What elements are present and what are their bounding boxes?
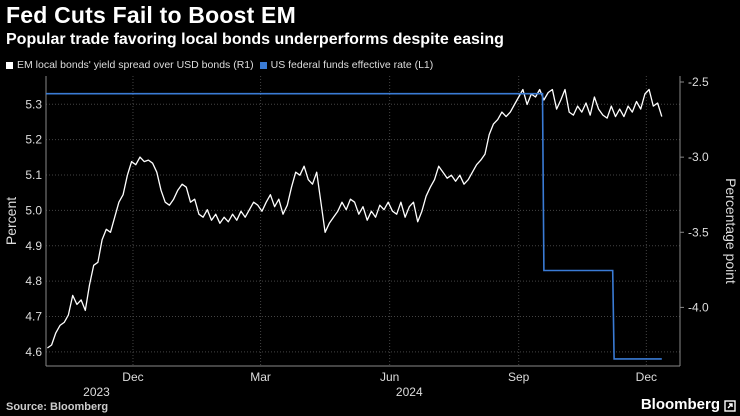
legend-swatch-fedfunds bbox=[259, 61, 267, 69]
x-tick-label: Sep bbox=[508, 370, 530, 384]
y-tick-left: 5.0 bbox=[25, 203, 42, 217]
y-tick-left: 5.2 bbox=[25, 133, 42, 147]
y-tick-right: -3.5 bbox=[688, 225, 709, 239]
y-tick-right: -3.0 bbox=[688, 150, 709, 164]
chart-subtitle: Popular trade favoring local bonds under… bbox=[6, 31, 504, 48]
y-tick-right: -2.5 bbox=[688, 75, 709, 89]
y-tick-left: 4.8 bbox=[25, 274, 42, 288]
legend-item-spread: EM local bonds' yield spread over USD bo… bbox=[6, 59, 254, 71]
y-tick-left: 5.1 bbox=[25, 168, 42, 182]
x-year-label: 2023 bbox=[83, 385, 110, 399]
y-tick-left: 4.9 bbox=[25, 239, 42, 253]
x-tick-label: Mar bbox=[250, 370, 271, 384]
legend-label-spread: EM local bonds' yield spread over USD bo… bbox=[17, 59, 254, 71]
y-axis-title-left: Percent bbox=[3, 197, 19, 245]
legend-item-fedfunds: US federal funds effective rate (L1) bbox=[259, 59, 434, 71]
y-tick-left: 5.3 bbox=[25, 97, 42, 111]
x-tick-label: Jun bbox=[380, 370, 399, 384]
legend-swatch-spread bbox=[6, 61, 13, 69]
x-year-label: 2024 bbox=[396, 385, 423, 399]
y-axis-title-right: Percentage point bbox=[723, 178, 739, 284]
legend: EM local bonds' yield spread over USD bo… bbox=[6, 58, 439, 72]
legend-label-fedfunds: US federal funds effective rate (L1) bbox=[270, 59, 434, 71]
x-tick-label: Dec bbox=[122, 370, 143, 384]
y-tick-left: 4.7 bbox=[25, 309, 42, 323]
bloomberg-terminal-icon bbox=[724, 400, 736, 412]
y-tick-left: 4.6 bbox=[25, 345, 42, 359]
series-line-fedfunds bbox=[46, 92, 662, 360]
x-tick-label: Dec bbox=[636, 370, 657, 384]
series-line-spread bbox=[47, 88, 663, 349]
chart-title: Fed Cuts Fail to Boost EM bbox=[6, 2, 296, 28]
y-tick-right: -4.0 bbox=[688, 300, 709, 314]
source-note: Source: Bloomberg bbox=[6, 401, 109, 413]
brand-logo: Bloomberg bbox=[640, 396, 720, 413]
